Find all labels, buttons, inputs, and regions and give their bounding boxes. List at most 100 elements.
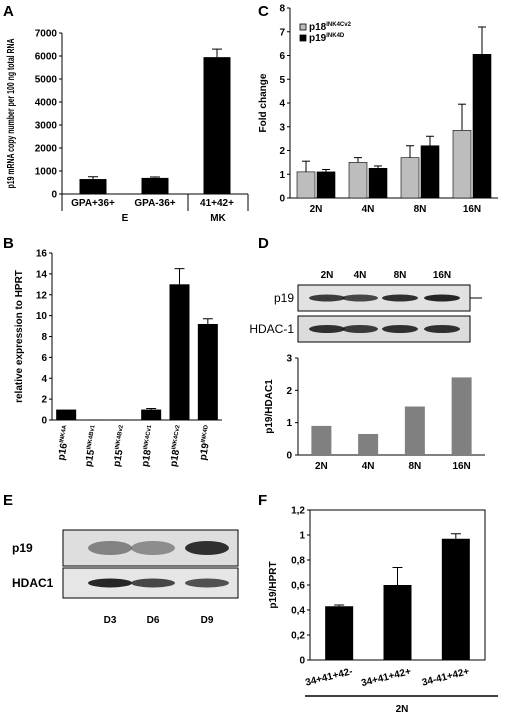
blot-band <box>185 541 229 555</box>
x-tick-label: p15INK4Bv2 <box>112 424 130 468</box>
blot-band <box>88 578 132 588</box>
y-tick-label: 7 <box>279 27 285 38</box>
y-tick-label: 8 <box>41 332 47 343</box>
legend-label: p18INK4Cv2 <box>309 22 352 33</box>
y-tick-label: 0 <box>299 656 305 667</box>
legend-label: p19INK4D <box>309 33 345 44</box>
y-tick-label: 1 <box>286 418 292 429</box>
bar <box>451 377 472 455</box>
x-tick-label: 2N <box>315 461 328 472</box>
bar <box>79 179 107 194</box>
y-tick-label: 2 <box>279 146 285 157</box>
bar <box>311 425 332 455</box>
x-tick-label-base: p18 <box>140 448 154 467</box>
bar <box>383 585 412 660</box>
y-tick-label: 0,8 <box>291 556 305 567</box>
x-tick-label: 34+41+42+ <box>360 666 412 689</box>
bar <box>56 409 77 420</box>
y-tick-label: 14 <box>36 269 48 280</box>
lane-label: D6 <box>147 615 160 626</box>
blot-row-label: HDAC1 <box>12 576 54 590</box>
y-tick-label: 5 <box>279 75 285 86</box>
y-tick-label: 6 <box>41 353 47 364</box>
y-tick-label: 4 <box>41 374 47 385</box>
x-tick-label: 2N <box>310 204 323 215</box>
x-tick-label: 8N <box>408 461 421 472</box>
y-tick-label: 0 <box>286 451 292 462</box>
x-tick-label-sup: INK4Cv2 <box>171 424 181 450</box>
bar <box>197 323 218 420</box>
panel-letter-f: F <box>258 492 267 509</box>
blot-row-label: p19 <box>274 291 294 305</box>
bar <box>112 419 133 420</box>
y-tick-label: 2 <box>286 386 292 397</box>
x-tick-label-sup: INK4Cv1 <box>143 424 153 450</box>
y-tick-label: 4000 <box>35 98 58 109</box>
blot-band <box>131 578 175 588</box>
y-tick-label: 12 <box>36 290 48 301</box>
panel-letter-a: A <box>3 3 14 20</box>
blot-band <box>342 325 378 333</box>
x-tick-label: GPA-36+ <box>134 198 175 209</box>
y-tick-label: 1 <box>299 531 305 542</box>
x-tick-label-sup: INK4Bv1 <box>86 424 96 450</box>
bar <box>325 606 354 660</box>
panel-e-western-blot: D3 D6 D9 p19 HDAC1 <box>12 529 239 626</box>
bar <box>441 538 470 660</box>
blot-band <box>88 541 132 555</box>
y-tick-label: 2 <box>41 395 47 406</box>
blot-band <box>424 294 460 302</box>
lane-label: 16N <box>433 270 451 281</box>
panel-letter-c: C <box>258 3 269 20</box>
x-tick-label-sup: INK4Bv2 <box>115 424 125 450</box>
blot-band <box>382 325 418 333</box>
legend-label-base: p18 <box>309 22 327 33</box>
blot-row-label: p19 <box>12 541 33 555</box>
y-tick-label: 6 <box>279 51 285 62</box>
y-axis-label: p19/HPRT <box>268 561 279 608</box>
blot-band <box>382 294 418 302</box>
bar <box>452 130 472 199</box>
lane-label: 2N <box>321 270 334 281</box>
bar <box>404 406 425 455</box>
group-label-mk: MK <box>210 213 226 224</box>
y-tick-label: 0 <box>51 190 57 201</box>
x-tick-label-base: p16 <box>56 442 70 461</box>
y-tick-label: 0 <box>279 194 285 205</box>
y-axis-label: p19/HDAC1 <box>264 379 275 434</box>
y-tick-label: 1000 <box>35 167 58 178</box>
x-tick-label: p19INK4D <box>198 424 215 461</box>
panel-letter-d: D <box>258 235 269 252</box>
y-tick-label: 8 <box>279 4 285 15</box>
panel-b-chart: 0 2 4 6 8 10 12 14 16 relative expression to HPRT… <box>14 249 222 468</box>
x-tick-label: p18INK4Cv1 <box>140 424 158 468</box>
panel-letter-b: B <box>3 235 14 252</box>
legend-label-base: p19 <box>309 33 327 44</box>
x-tick-label-sup: INK4A <box>59 424 68 443</box>
y-tick-label: 16 <box>36 249 48 260</box>
y-tick-label: 0 <box>41 416 47 427</box>
y-tick-label: 3 <box>286 354 292 365</box>
y-tick-label: 10 <box>36 311 48 322</box>
group-label: 2N <box>396 704 409 715</box>
y-axis-label: relative expression to HPRT <box>14 270 25 403</box>
bar <box>169 284 190 420</box>
y-tick-label: 0,6 <box>291 581 305 592</box>
x-tick-label: 34-41+42+ <box>421 666 471 688</box>
group-label-e: E <box>122 213 129 224</box>
x-tick-label: p18INK4Cv2 <box>168 424 186 468</box>
blot-band <box>185 578 229 588</box>
bar <box>348 162 368 199</box>
panel-d-chart: 0 1 2 3 p19/HDAC1 2N 4N 8N 16N <box>264 354 485 472</box>
x-tick-label: 16N <box>463 204 481 215</box>
y-tick-label: 0,4 <box>291 606 305 617</box>
y-tick-label: 2000 <box>35 144 58 155</box>
y-tick-label: 4 <box>279 99 285 110</box>
y-tick-label: 1 <box>279 170 285 181</box>
legend-swatch <box>299 34 307 42</box>
legend-label-sup: INK4D <box>326 33 345 39</box>
y-tick-label: 5000 <box>35 75 58 86</box>
x-tick-label: p16INK4A <box>56 424 73 461</box>
blot-band <box>131 541 175 555</box>
